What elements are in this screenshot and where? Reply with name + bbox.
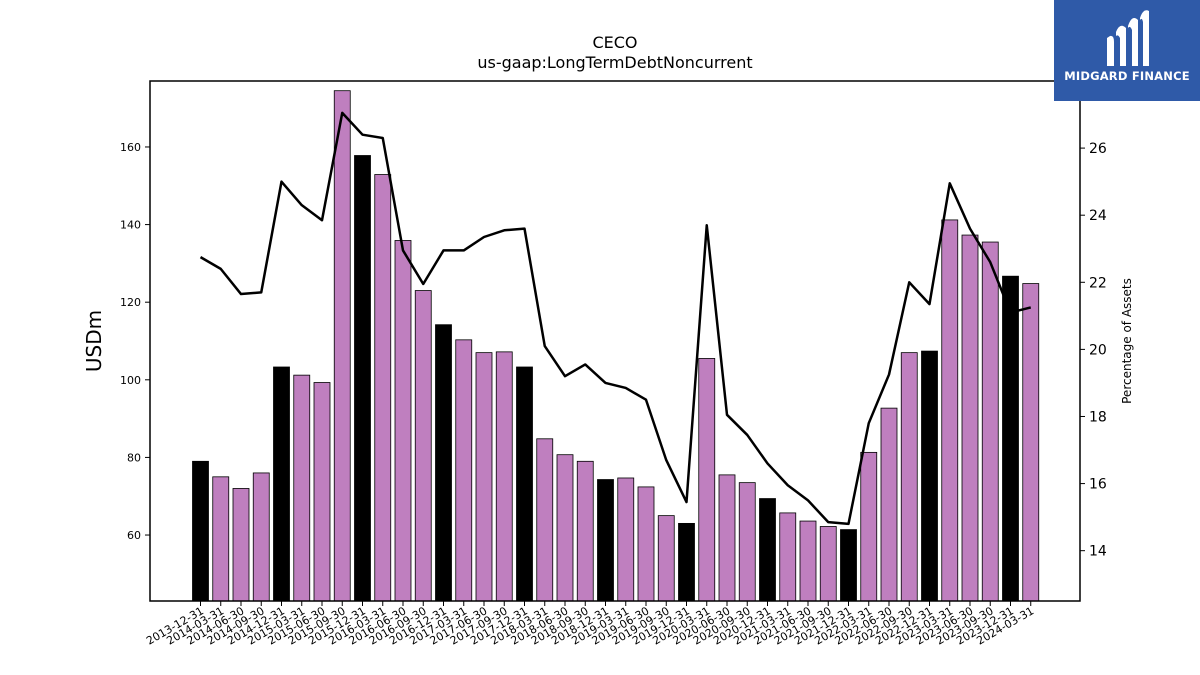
bar-2016-09-30 [414, 290, 432, 602]
bar-2019-09-30 [657, 515, 675, 602]
bar-2016-12-31 [435, 324, 452, 602]
x-axis-ticks: 2013-12-312014-03-312014-06-302014-09-30… [144, 601, 1036, 648]
bar-2023-09-30 [981, 241, 999, 602]
y2-tick-label: 26 [1089, 141, 1107, 157]
bar-2021-12-31 [840, 529, 857, 602]
bar-2018-06-30 [556, 454, 574, 602]
bar-2018-12-31 [597, 479, 614, 602]
y2-tick-label: 14 [1089, 544, 1107, 560]
bar-2015-12-31 [354, 155, 371, 602]
y-tick-label: 80 [127, 451, 141, 464]
bar-2019-06-30 [637, 486, 655, 602]
bar-2019-03-31 [617, 477, 635, 602]
bar-2021-06-30 [799, 520, 817, 602]
bar-2015-06-30 [313, 382, 331, 602]
plot-frame [149, 80, 1081, 602]
bar-2020-06-30 [718, 474, 736, 602]
bar-2022-09-30 [900, 352, 918, 602]
brand-name: MIDGARD FINANCE [1064, 69, 1190, 83]
bar-2023-06-30 [961, 234, 979, 602]
y-tick-label: 140 [120, 219, 141, 232]
bar-2020-03-31 [698, 358, 716, 602]
percentage-line [199, 111, 1032, 526]
chart-title: CECO [592, 33, 637, 52]
y2-axis-ticks: 14 16 18 20 22 24 26 [1080, 141, 1107, 560]
bar-2022-12-31 [921, 350, 938, 602]
y2-tick-label: 18 [1089, 409, 1107, 425]
bar-2014-12-31 [273, 366, 290, 602]
y2-tick-label: 20 [1089, 342, 1107, 358]
bar-2020-12-31 [759, 498, 776, 602]
bar-2018-09-30 [576, 460, 594, 602]
bar-2014-03-31 [212, 476, 230, 602]
brand-logo: MIDGARD FINANCE [1054, 0, 1200, 101]
bar-2014-09-30 [252, 472, 270, 602]
bar-2016-03-31 [374, 174, 392, 602]
bar-2022-06-30 [880, 407, 898, 602]
bar-group [192, 90, 1040, 602]
bar-2023-12-31 [1002, 275, 1019, 602]
y2-tick-label: 16 [1089, 477, 1107, 493]
y-tick-label: 120 [120, 296, 141, 309]
y2-axis-label: Percentage of Assets [1120, 278, 1134, 404]
bar-2020-09-30 [738, 482, 756, 602]
bar-2015-03-31 [293, 374, 311, 602]
bar-2024-03-31 [1022, 283, 1040, 602]
midgard-logo-icon [1107, 10, 1149, 66]
bar-2021-09-30 [819, 526, 837, 602]
bar-2019-12-31 [678, 522, 695, 602]
bar-2013-12-31 [192, 460, 209, 602]
bar-2023-03-31 [941, 219, 959, 602]
chart-subtitle: us-gaap:LongTermDebtNoncurrent [477, 53, 752, 72]
bar-2017-03-31 [455, 339, 473, 602]
bar-2021-03-31 [779, 512, 797, 602]
bar-2017-09-30 [495, 351, 513, 602]
y-axis-label: USDm [82, 310, 106, 372]
bar-2017-06-30 [475, 352, 493, 602]
bar-2015-09-30 [333, 90, 351, 602]
y-tick-label: 60 [127, 529, 141, 542]
y2-tick-label: 22 [1089, 275, 1107, 291]
y-tick-label: 100 [120, 374, 141, 387]
y-tick-label: 160 [120, 141, 141, 154]
bar-2017-12-31 [516, 366, 533, 602]
y-axis-ticks: 60 80 100 120 140 160 [120, 141, 150, 542]
bar-2014-06-30 [232, 488, 250, 602]
bar-2018-03-31 [536, 438, 554, 602]
y2-tick-label: 24 [1089, 208, 1107, 224]
bar-2022-03-31 [860, 451, 878, 602]
bar-2016-06-30 [394, 240, 412, 602]
